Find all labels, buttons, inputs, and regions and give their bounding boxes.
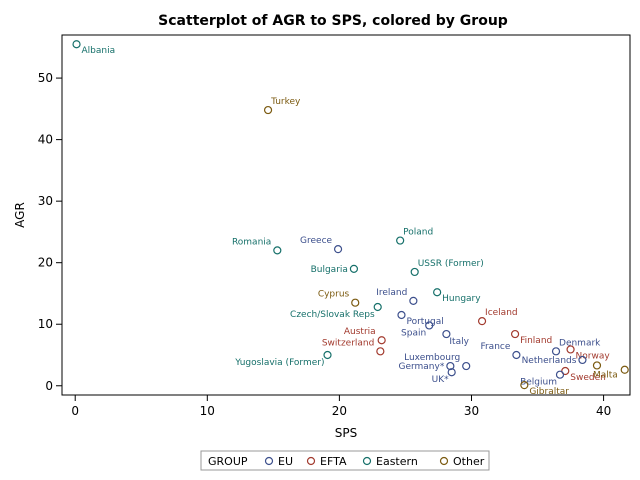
point-marker	[442, 329, 451, 339]
point-marker	[520, 381, 529, 390]
y-tick-label: 10	[38, 317, 53, 331]
point-marker	[561, 366, 570, 376]
y-tick-label: 50	[38, 71, 53, 85]
point-marker	[462, 361, 471, 371]
y-tick-label: 30	[38, 194, 53, 208]
x-tick-label: 10	[200, 404, 215, 418]
point-label: Iceland	[485, 308, 518, 318]
point-label: Malta	[593, 370, 618, 380]
point-label: Gibraltar	[529, 387, 569, 397]
point-marker	[349, 264, 359, 273]
point-label: Poland	[403, 228, 433, 238]
point-marker	[447, 368, 456, 377]
point-marker	[409, 296, 418, 305]
point-label: Luxembourg	[404, 353, 460, 363]
point-marker	[273, 246, 282, 255]
point-marker	[333, 245, 343, 254]
y-axis-label: AGR	[13, 202, 27, 228]
legend-entry: Other	[453, 455, 485, 468]
point-marker	[373, 302, 382, 312]
point-label: Sweden	[570, 373, 606, 383]
point-label: Portugal	[406, 317, 443, 327]
point-label: Italy	[449, 337, 469, 347]
x-axis: 0 10 20 30 40	[71, 395, 611, 418]
point-marker	[446, 361, 455, 371]
legend-marker	[306, 456, 316, 466]
data-points: Albania Turkey Poland Romania Greece Bulgaria…	[72, 40, 629, 397]
point-marker	[376, 347, 385, 356]
plot-frame	[61, 34, 631, 396]
x-tick-label: 40	[596, 404, 611, 418]
point-marker	[592, 361, 602, 370]
point-marker	[566, 345, 575, 354]
legend-marker	[362, 456, 372, 466]
point-label: Belgium	[520, 378, 557, 388]
x-tick-label: 30	[464, 404, 479, 418]
point-label: Bulgaria	[311, 265, 348, 275]
point-label: Norway	[576, 351, 611, 361]
point-marker	[263, 105, 273, 115]
point-label: UK*	[432, 375, 449, 385]
point-marker	[323, 350, 332, 360]
point-marker	[425, 321, 434, 330]
point-marker	[433, 288, 442, 297]
point-marker	[396, 236, 405, 245]
point-label: Yugoslavia (Former)	[234, 358, 324, 368]
point-label: Albania	[82, 46, 116, 56]
point-label: Czech/Slovak Reps	[290, 310, 375, 320]
point-label: Spain	[401, 328, 426, 338]
legend-entry: EFTA	[320, 455, 347, 468]
legend-marker	[264, 456, 274, 466]
point-marker	[72, 40, 81, 49]
point-label: Austria	[344, 327, 376, 337]
point-label: USSR (Former)	[418, 259, 484, 269]
x-axis-label: SPS	[335, 426, 357, 440]
y-tick-label: 20	[38, 256, 53, 270]
point-marker	[477, 317, 487, 326]
point-label: Denmark	[559, 338, 601, 348]
legend: GROUP EU EFTA Eastern Other	[200, 450, 490, 471]
point-label: Turkey	[270, 97, 301, 107]
legend-marker	[439, 456, 449, 466]
point-marker	[551, 347, 561, 356]
legend-entry: EU	[278, 455, 293, 468]
point-label: Finland	[520, 336, 552, 346]
point-label: Romania	[232, 237, 271, 247]
point-marker	[377, 336, 386, 345]
point-label: Netherlands	[522, 356, 577, 366]
y-tick-label: 40	[38, 133, 53, 147]
point-label: France	[480, 342, 510, 352]
chart-title: Scatterplot of AGR to SPS, colored by Gr…	[158, 13, 508, 29]
x-tick-label: 0	[71, 404, 79, 418]
point-marker	[397, 310, 406, 320]
point-marker	[555, 370, 565, 379]
y-axis: 0 10 20 30 40 50	[38, 71, 62, 393]
point-label: Cyprus	[318, 290, 350, 300]
point-label: Hungary	[442, 294, 481, 304]
point-label: Germany*	[398, 362, 444, 372]
point-marker	[410, 267, 419, 277]
legend-title: GROUP	[208, 455, 248, 468]
point-marker	[351, 298, 360, 307]
point-label: Greece	[300, 236, 332, 246]
point-label: Switzerland	[322, 338, 375, 348]
point-marker	[578, 355, 587, 365]
point-label: Ireland	[376, 288, 407, 298]
point-marker	[512, 350, 521, 360]
y-tick-label: 0	[45, 379, 53, 393]
x-tick-label: 20	[332, 404, 347, 418]
point-marker	[510, 329, 520, 339]
legend-box	[200, 450, 490, 471]
legend-entry: Eastern	[376, 455, 418, 468]
point-marker	[620, 365, 629, 374]
